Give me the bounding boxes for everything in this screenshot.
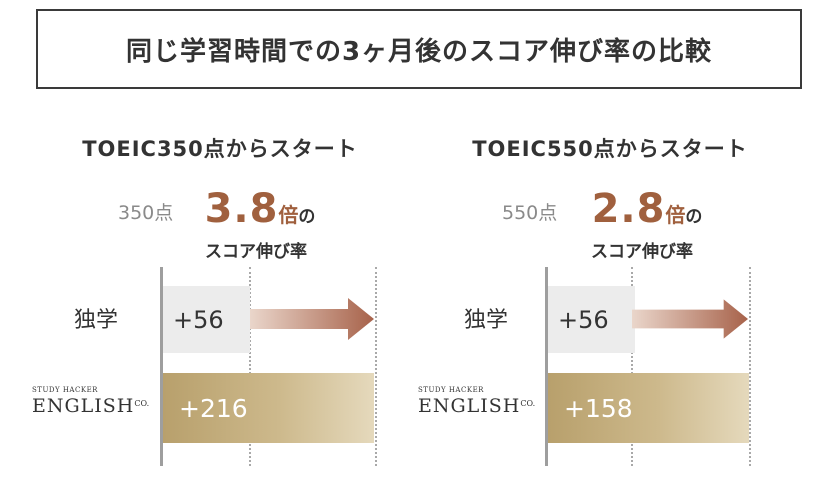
ratio-value: 3.8倍の [150,186,370,232]
bar-self-study: +56 [548,286,635,353]
bar-value-label: +158 [564,393,633,423]
self-bar-end-line [631,267,633,466]
logo-main-text: ENGLISHCO. [32,395,150,417]
ratio-label: スコア伸び率 [591,242,693,262]
growth-arrow [250,298,374,340]
self-bar-end-line [249,267,251,466]
bar-value-label: +216 [179,393,248,423]
row-label-self-study: 独学 [464,308,509,333]
bar-english-co: +216 [163,373,374,443]
logo-small-text: STUDY HACKER [32,386,98,394]
base-score: 350点 [118,202,174,224]
eng-bar-end-line [375,267,377,466]
chart-title: 同じ学習時間での3ヶ月後のスコア伸び率の比較 [36,9,802,89]
ratio-number: 2.8 [591,186,666,232]
logo-main-text: ENGLISHCO. [418,395,536,417]
bar-value-label: +56 [173,305,224,334]
eng-bar-end-line [749,267,751,466]
ratio-unit: 倍 [278,203,299,227]
ratio-value: 2.8倍の [537,186,757,232]
ratio-suffix: の [298,207,316,227]
chart-panel-350: TOEIC350点からスタート 350点 3.8倍の スコア伸び率 独学 +56… [20,0,420,488]
brand-logo: STUDY HACKER ENGLISHCO. [32,386,149,417]
ratio-number: 3.8 [204,186,279,232]
bar-english-co: +158 [548,373,749,443]
logo-small-text: STUDY HACKER [418,386,484,394]
brand-logo: STUDY HACKER ENGLISHCO. [418,386,535,417]
bar-self-study: +56 [163,286,250,353]
bar-value-label: +56 [558,305,609,334]
ratio-unit: 倍 [665,203,686,227]
ratio-label: スコア伸び率 [205,242,307,262]
chart-panel-550: TOEIC550点からスタート 550点 2.8倍の スコア伸び率 独学 +56… [418,0,820,488]
panel-title: TOEIC550点からスタート [472,137,748,161]
growth-arrow [632,299,748,339]
axis-line [545,267,548,466]
ratio-suffix: の [685,207,703,227]
panel-title: TOEIC350点からスタート [82,137,358,161]
base-score: 550点 [502,202,558,224]
row-label-self-study: 独学 [74,308,119,333]
axis-line [160,267,163,466]
